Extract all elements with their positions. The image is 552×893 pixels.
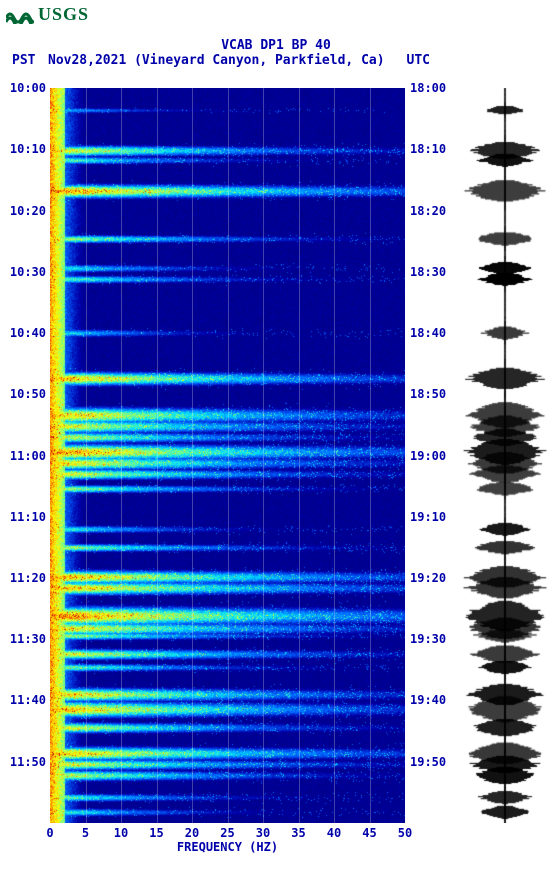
gridline xyxy=(157,88,158,823)
gridline xyxy=(192,88,193,823)
gridline xyxy=(121,88,122,823)
ytick-right: 19:40 xyxy=(410,693,454,707)
ytick-left: 10:10 xyxy=(2,142,46,156)
gridline xyxy=(263,88,264,823)
ytick-right: 18:50 xyxy=(410,387,454,401)
xtick: 25 xyxy=(220,826,234,840)
gridline xyxy=(228,88,229,823)
ytick-left: 11:30 xyxy=(2,632,46,646)
xtick: 0 xyxy=(46,826,53,840)
date-location: Nov28,2021 (Vineyard Canyon, Parkfield, … xyxy=(48,53,385,68)
usgs-logo: USGS xyxy=(6,4,89,25)
gridline xyxy=(86,88,87,823)
ytick-right: 18:10 xyxy=(410,142,454,156)
ytick-left: 11:40 xyxy=(2,693,46,707)
xtick: 30 xyxy=(256,826,270,840)
ytick-right: 18:20 xyxy=(410,204,454,218)
ytick-left: 11:50 xyxy=(2,755,46,769)
xtick: 45 xyxy=(362,826,376,840)
ytick-right: 19:10 xyxy=(410,510,454,524)
xtick: 35 xyxy=(291,826,305,840)
ytick-left: 10:20 xyxy=(2,204,46,218)
xtick: 50 xyxy=(398,826,412,840)
pst-label: PST xyxy=(12,53,35,68)
ytick-left: 10:00 xyxy=(2,81,46,95)
xtick: 40 xyxy=(327,826,341,840)
gridline xyxy=(370,88,371,823)
ytick-right: 18:30 xyxy=(410,265,454,279)
ytick-left: 10:50 xyxy=(2,387,46,401)
ytick-left: 11:20 xyxy=(2,571,46,585)
ytick-right: 19:20 xyxy=(410,571,454,585)
usgs-wave-icon xyxy=(6,6,34,24)
ytick-right: 18:40 xyxy=(410,326,454,340)
ytick-right: 19:30 xyxy=(410,632,454,646)
xtick: 10 xyxy=(114,826,128,840)
ytick-left: 10:40 xyxy=(2,326,46,340)
waveform-plot xyxy=(462,88,548,823)
usgs-logo-text: USGS xyxy=(38,4,89,25)
x-axis-label: FREQUENCY (HZ) xyxy=(50,840,405,854)
ytick-right: 18:00 xyxy=(410,81,454,95)
xtick: 15 xyxy=(149,826,163,840)
ytick-left: 11:10 xyxy=(2,510,46,524)
xtick: 5 xyxy=(82,826,89,840)
spectrogram-plot xyxy=(50,88,405,823)
ytick-right: 19:50 xyxy=(410,755,454,769)
gridline xyxy=(334,88,335,823)
chart-title: VCAB DP1 BP 40 xyxy=(0,38,552,53)
ytick-left: 10:30 xyxy=(2,265,46,279)
xtick: 20 xyxy=(185,826,199,840)
waveform-canvas xyxy=(462,88,548,823)
ytick-right: 19:00 xyxy=(410,449,454,463)
ytick-left: 11:00 xyxy=(2,449,46,463)
gridline xyxy=(299,88,300,823)
utc-label: UTC xyxy=(407,53,430,68)
